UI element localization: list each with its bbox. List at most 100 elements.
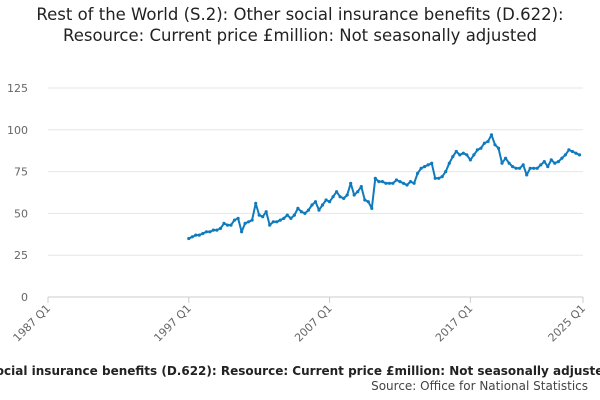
data-point xyxy=(553,161,557,165)
data-point xyxy=(507,161,511,165)
data-point xyxy=(437,176,441,180)
data-point xyxy=(366,200,370,204)
data-point xyxy=(313,200,318,204)
data-point xyxy=(335,190,339,194)
data-point xyxy=(289,216,293,220)
data-point xyxy=(257,213,261,217)
data-point xyxy=(482,141,486,145)
data-point xyxy=(486,139,490,144)
data-point xyxy=(387,181,391,185)
data-point xyxy=(444,170,448,174)
data-point xyxy=(303,211,307,215)
data-point xyxy=(542,160,546,164)
x-tick-label: 2017 Q1 xyxy=(433,302,476,345)
data-point xyxy=(232,218,237,222)
data-point xyxy=(271,220,275,224)
chart-title: Rest of the World (S.2): Other social in… xyxy=(36,5,564,45)
data-point xyxy=(489,133,494,137)
data-point xyxy=(243,221,247,225)
data-point xyxy=(380,180,384,184)
data-point xyxy=(408,180,413,184)
data-point xyxy=(208,230,212,234)
data-point xyxy=(299,210,303,214)
data-point xyxy=(282,216,286,220)
data-point xyxy=(458,153,462,157)
y-tick-label: 50 xyxy=(14,207,28,220)
data-point xyxy=(472,153,476,157)
data-point xyxy=(479,146,483,150)
data-point xyxy=(349,181,353,185)
data-point xyxy=(546,165,550,169)
data-point xyxy=(331,195,335,199)
data-point xyxy=(535,166,539,170)
data-point xyxy=(225,223,230,227)
line-chart: 0 25 50 75 100 125 1987 Q1 1997 Q1 2007 Q1 2017 … xyxy=(7,82,589,345)
data-point xyxy=(310,203,314,207)
data-point xyxy=(532,166,536,170)
x-tick-label: 2025 Q1 xyxy=(546,302,589,345)
data-point xyxy=(500,161,504,165)
data-point xyxy=(525,173,529,177)
data-point xyxy=(356,190,360,194)
legend-label: Rest of the World (S.2): Other social in… xyxy=(0,364,600,378)
data-point xyxy=(285,213,289,217)
source-label: Source: Office for National Statistics xyxy=(371,379,588,393)
data-point xyxy=(306,208,311,212)
data-point xyxy=(496,146,501,150)
data-point xyxy=(574,151,578,155)
data-point xyxy=(447,161,451,165)
data-point xyxy=(398,180,402,184)
data-point xyxy=(292,213,296,217)
y-gridlines xyxy=(48,87,583,256)
data-point xyxy=(197,233,201,237)
data-point xyxy=(247,220,251,224)
data-point xyxy=(426,163,430,167)
data-point xyxy=(345,193,349,197)
data-point xyxy=(211,228,215,232)
data-point xyxy=(528,166,532,170)
legend: Rest of the World (S.2): Other social in… xyxy=(0,362,600,380)
data-point xyxy=(475,148,479,152)
x-tick-label: 1987 Q1 xyxy=(11,302,54,345)
y-tick-label: 125 xyxy=(7,82,28,95)
data-point xyxy=(222,221,226,225)
data-point xyxy=(229,223,233,227)
data-point xyxy=(240,230,244,234)
data-point xyxy=(317,208,321,212)
data-point xyxy=(261,215,265,219)
y-tick-label: 0 xyxy=(21,291,28,304)
data-point xyxy=(204,230,208,234)
x-tick-label: 2007 Q1 xyxy=(292,302,335,345)
data-point xyxy=(275,220,279,224)
data-point xyxy=(359,185,363,189)
data-point xyxy=(201,231,205,236)
data-point xyxy=(451,155,455,159)
data-point xyxy=(549,158,553,162)
data-point xyxy=(560,156,564,160)
data-point xyxy=(363,198,367,202)
data-point xyxy=(254,201,258,205)
data-point xyxy=(264,210,268,214)
data-point xyxy=(468,158,472,162)
series-line xyxy=(188,133,580,240)
data-point xyxy=(342,196,346,200)
data-point xyxy=(577,153,582,157)
data-point xyxy=(190,235,194,239)
y-tick-label: 75 xyxy=(14,166,28,179)
y-tick-label: 25 xyxy=(14,249,28,262)
data-point xyxy=(373,176,377,180)
data-point xyxy=(539,163,543,167)
data-point xyxy=(416,171,420,175)
data-point xyxy=(394,178,399,182)
data-point xyxy=(521,163,525,167)
data-point xyxy=(338,195,342,199)
data-point xyxy=(250,218,254,222)
x-axis: 1987 Q1 1997 Q1 2007 Q1 2017 Q1 2025 Q1 xyxy=(11,296,589,345)
data-point xyxy=(187,236,191,241)
data-point xyxy=(567,148,571,152)
data-point xyxy=(510,165,515,169)
series-layer xyxy=(187,133,582,241)
data-point xyxy=(236,216,240,220)
data-point xyxy=(556,160,561,164)
data-point xyxy=(518,166,522,170)
